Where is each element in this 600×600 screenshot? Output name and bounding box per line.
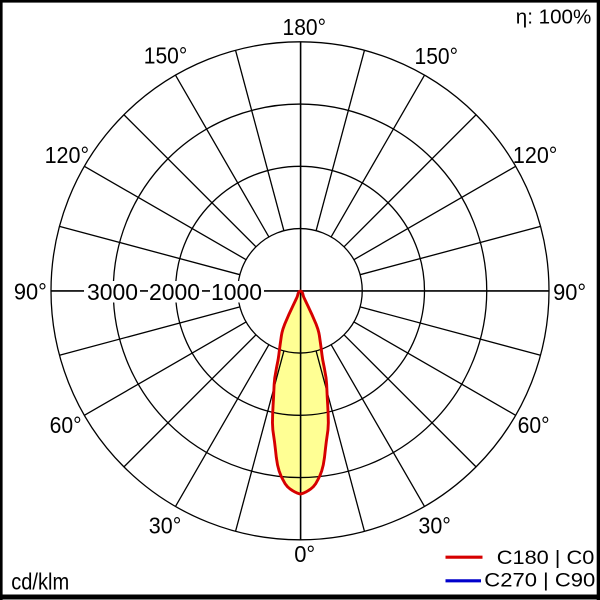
svg-text:150°: 150°: [415, 43, 459, 69]
svg-text:30°: 30°: [149, 513, 182, 539]
svg-text:0°: 0°: [294, 541, 315, 567]
svg-text:90°: 90°: [14, 279, 47, 305]
svg-text:120°: 120°: [513, 142, 558, 168]
svg-text:180°: 180°: [283, 14, 327, 40]
svg-text:η: 100%: η: 100%: [516, 6, 592, 29]
svg-text:60°: 60°: [50, 412, 82, 438]
svg-text:1000: 1000: [211, 279, 262, 305]
svg-text:120°: 120°: [45, 142, 90, 168]
svg-text:150°: 150°: [144, 43, 188, 69]
svg-text:C180 | C0: C180 | C0: [497, 547, 595, 569]
svg-text:30°: 30°: [418, 513, 451, 539]
svg-text:cd/klm: cd/klm: [11, 569, 69, 595]
svg-text:90°: 90°: [553, 279, 586, 305]
svg-text:3000: 3000: [87, 279, 138, 305]
svg-text:2000: 2000: [149, 279, 200, 305]
svg-text:60°: 60°: [518, 412, 550, 438]
svg-text:C270 | C90: C270 | C90: [484, 570, 595, 592]
